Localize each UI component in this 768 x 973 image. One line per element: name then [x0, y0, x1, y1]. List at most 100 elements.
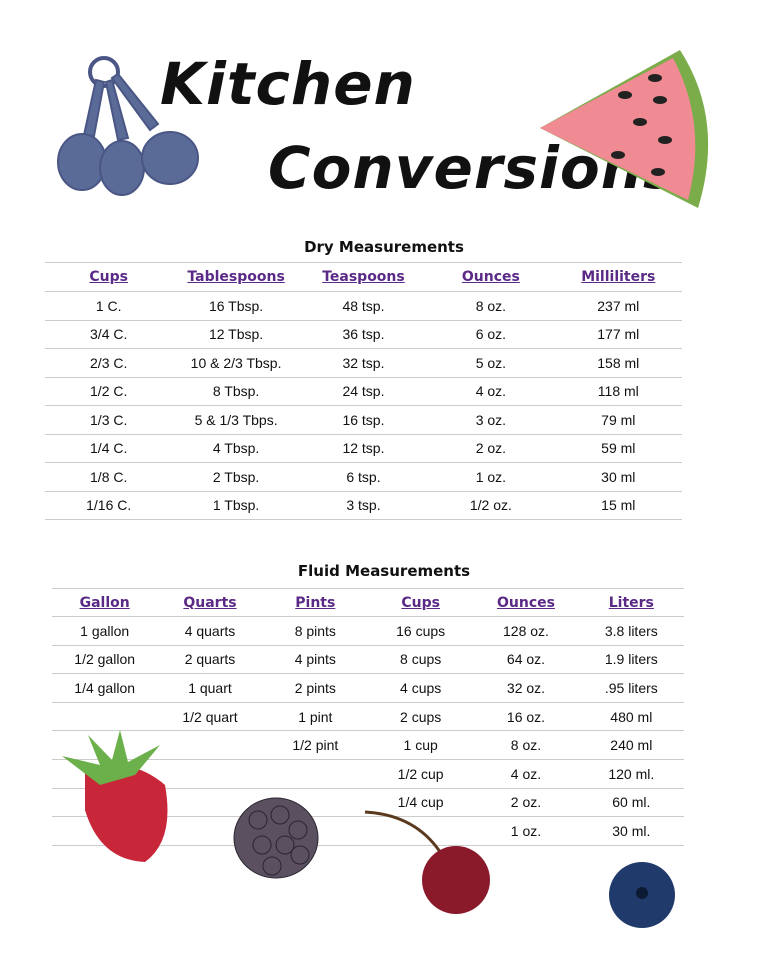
cell: 48 tsp. — [299, 291, 428, 321]
cell: 8 oz. — [473, 730, 579, 760]
cell: 1/4 cup — [367, 788, 474, 818]
cell: 6 oz. — [427, 320, 555, 349]
cell: 3 tsp. — [299, 491, 428, 520]
cell: 4 cups — [367, 673, 474, 703]
cell: 1/2 C. — [45, 377, 173, 406]
header-row: Cups Tablespoons Teaspoons Ounces Milliliter… — [45, 262, 682, 292]
blueberry — [609, 862, 675, 928]
cell — [52, 702, 158, 732]
cell: 32 tsp. — [299, 348, 428, 378]
cell: 2 quarts — [157, 645, 263, 675]
title: Kitchen — [160, 50, 416, 118]
cell — [157, 788, 263, 818]
cell: 118 ml — [554, 377, 682, 406]
cell: 2 pints — [262, 673, 368, 703]
cell: 3/4 C. — [45, 320, 173, 349]
cell — [262, 788, 368, 818]
cell: 1 oz. — [473, 816, 579, 846]
cell — [52, 816, 158, 846]
cell: 1 oz. — [427, 462, 555, 492]
cell: 79 ml — [554, 405, 682, 435]
cell: 5 & 1/3 Tbps. — [172, 405, 300, 435]
table-row: 1/4 gallon 1 quart 2 pints 4 cups 32 oz. .95 … — [52, 673, 684, 703]
table-row: 1/2 pint 1 cup 8 oz. 240 ml — [52, 730, 684, 760]
table-row: 1/2 cup 4 oz. 120 ml. — [52, 759, 684, 789]
cell: 8 pints — [262, 616, 368, 646]
cell — [157, 759, 263, 789]
cell: 1 C. — [45, 291, 173, 321]
cell — [52, 730, 158, 760]
table-row: 1 oz. 30 ml. — [52, 816, 684, 846]
cell: 10 & 2/3 Tbsp. — [172, 348, 300, 378]
cell — [52, 788, 158, 818]
cell: 32 oz. — [473, 673, 579, 703]
table-row: 3/4 C. 12 Tbsp. 36 tsp. 6 oz. 177 ml — [45, 320, 682, 349]
cell: 4 oz. — [473, 759, 579, 789]
table-row: 1 C. 16 Tbsp. 48 tsp. 8 oz. 237 ml — [45, 291, 682, 321]
cell: 16 Tbsp. — [172, 291, 300, 321]
column-header: Quarts — [157, 588, 263, 617]
cell — [157, 730, 263, 760]
cell: 480 ml — [578, 702, 684, 732]
cell: 36 tsp. — [299, 320, 428, 349]
column-header: Gallon — [52, 588, 158, 617]
section-title: Fluid Measurements — [297, 562, 471, 580]
cell: 237 ml — [554, 291, 682, 321]
cell: 2 oz. — [427, 434, 555, 463]
cell: 1 gallon — [52, 616, 158, 646]
column-header: Teaspoons — [299, 262, 428, 292]
cell: 1/16 C. — [45, 491, 173, 520]
cell: 1/8 C. — [45, 462, 173, 492]
cell: 1/2 pint — [262, 730, 368, 760]
cell: 1/2 oz. — [427, 491, 555, 520]
cell: 1 pint — [262, 702, 368, 732]
column-header: Ounces — [427, 262, 555, 292]
cell: .95 liters — [578, 673, 684, 703]
table-row: 2/3 C. 10 & 2/3 Tbsp. 32 tsp. 5 oz. 158 ml — [45, 348, 682, 378]
cell: 8 cups — [367, 645, 474, 675]
table-row: 1/2 gallon 2 quarts 4 pints 8 cups 64 oz. 1.9… — [52, 645, 684, 675]
cell: 12 Tbsp. — [172, 320, 300, 349]
cell: 4 pints — [262, 645, 368, 675]
cell: 2/3 C. — [45, 348, 173, 378]
cell: 15 ml — [554, 491, 682, 520]
cell: 4 quarts — [157, 616, 263, 646]
cell: 59 ml — [554, 434, 682, 463]
cell — [52, 759, 158, 789]
cell: 1/2 gallon — [52, 645, 158, 675]
cell: 177 ml — [554, 320, 682, 349]
cell: 1/4 gallon — [52, 673, 158, 703]
cell: 16 tsp. — [299, 405, 428, 435]
table-row: 1/2 quart 1 pint 2 cups 16 oz. 480 ml — [52, 702, 684, 732]
cell: 16 cups — [367, 616, 474, 646]
cell: 30 ml — [554, 462, 682, 492]
column-header: Ounces — [473, 588, 579, 617]
cell: 1/4 C. — [45, 434, 173, 463]
cell: 3 oz. — [427, 405, 555, 435]
cell: 4 Tbsp. — [172, 434, 300, 463]
table-row: 1 gallon 4 quarts 8 pints 16 cups 128 oz. 3.8… — [52, 616, 684, 646]
cell: 8 Tbsp. — [172, 377, 300, 406]
cell — [157, 816, 263, 846]
cell: 158 ml — [554, 348, 682, 378]
title: Conversions — [268, 134, 679, 202]
cell: 120 ml. — [578, 759, 684, 789]
fluid-table: Gallon Quarts Pints Cups Ounces Liters 1 gallo… — [52, 588, 684, 846]
cell: 8 oz. — [427, 291, 555, 321]
cell: 1/2 cup — [367, 759, 474, 789]
column-header: Cups — [45, 262, 173, 292]
section-title: Dry Measurements — [304, 238, 464, 256]
cell: 1/2 quart — [157, 702, 263, 732]
cell: 30 ml. — [578, 816, 684, 846]
cell: 3.8 liters — [578, 616, 684, 646]
column-header: Milliliters — [554, 262, 682, 292]
cell — [262, 759, 368, 789]
dry-table: Cups Tablespoons Teaspoons Ounces Milliliter… — [45, 262, 682, 520]
column-header: Tablespoons — [172, 262, 300, 292]
cell: 6 tsp. — [299, 462, 428, 492]
table-row: 1/16 C. 1 Tbsp. 3 tsp. 1/2 oz. 15 ml — [45, 491, 682, 520]
cell: 1/3 C. — [45, 405, 173, 435]
cell: 1 Tbsp. — [172, 491, 300, 520]
cell: 1.9 liters — [578, 645, 684, 675]
